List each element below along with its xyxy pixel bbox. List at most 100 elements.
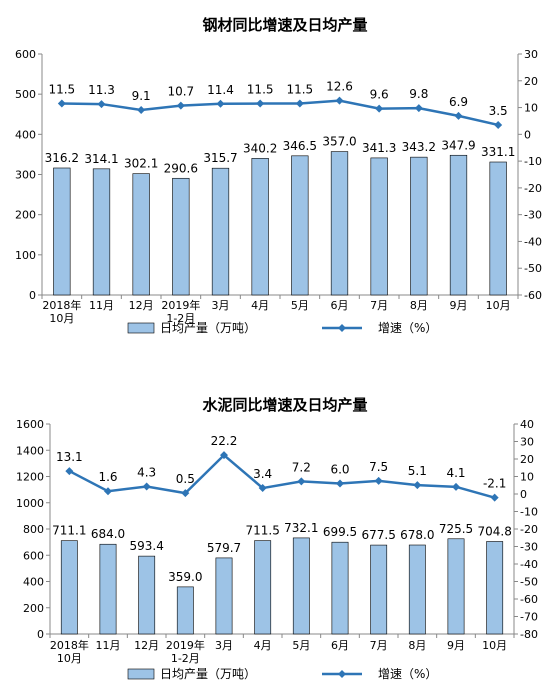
- steel-legend-bar-swatch: [127, 322, 155, 334]
- cement-right-tick-label: 0: [520, 488, 527, 501]
- steel-x-tick-label: 2018年: [42, 298, 81, 312]
- cement-bar-value-label: 677.5: [361, 528, 395, 542]
- steel-growth-point: [494, 120, 503, 129]
- steel-growth-value-label: 3.5: [489, 104, 508, 118]
- steel-bar-value-label: 340.2: [243, 141, 277, 155]
- cement-right-tick-label: 10: [520, 471, 534, 484]
- steel-bar-value-label: 341.3: [362, 141, 396, 155]
- cement-growth-value-label: 3.4: [253, 467, 272, 481]
- steel-bar-value-label: 343.2: [402, 140, 436, 154]
- cement-bar-value-label: 699.5: [323, 525, 357, 539]
- steel-growth-value-label: 9.6: [370, 88, 389, 102]
- steel-left-tick-label: 500: [15, 88, 36, 101]
- steel-right-tick-label: 0: [524, 128, 531, 141]
- cement-bar-value-label: 704.8: [477, 524, 511, 538]
- cement-bar-value-label: 711.1: [52, 524, 86, 538]
- cement-x-tick-label: 4月: [254, 639, 272, 652]
- cement-x-tick-label: 12月: [134, 639, 159, 652]
- cement-chart: 水泥同比增速及日均产量02004006008001000120014001600…: [16, 396, 538, 681]
- steel-growth-point: [216, 99, 225, 108]
- cement-legend-line-label: 增速（%）: [378, 667, 437, 681]
- steel-growth-point: [375, 104, 384, 113]
- cement-bar: [138, 555, 156, 635]
- cement-bar: [408, 544, 426, 635]
- cement-growth-value-label: 5.1: [408, 464, 427, 478]
- cement-left-tick-label: 600: [23, 549, 44, 562]
- cement-bar-value-label: 579.7: [207, 541, 241, 555]
- steel-growth-value-label: 11.4: [207, 83, 234, 97]
- cement-right-tick-label: -10: [520, 506, 538, 519]
- steel-growth-value-label: 6.9: [449, 95, 468, 109]
- steel-right-tick-label: 30: [524, 48, 538, 61]
- steel-growth-value-label: 11.3: [88, 83, 115, 97]
- cement-bar: [176, 586, 194, 635]
- steel-bar: [211, 167, 230, 296]
- steel-x-tick-label: 11月: [89, 299, 114, 312]
- cement-x-tick-label: 10月: [482, 639, 507, 652]
- steel-right-tick-label: -30: [524, 209, 542, 222]
- steel-bar: [489, 161, 507, 296]
- cement-bar-value-label: 711.5: [245, 524, 279, 538]
- cement-growth-value-label: -2.1: [483, 477, 506, 491]
- cement-right-tick-label: -20: [520, 523, 538, 536]
- steel-bar: [291, 155, 309, 296]
- cement-bar: [370, 544, 388, 635]
- steel-bar-value-label: 347.9: [441, 138, 475, 152]
- steel-x-tick-label: 7月: [370, 299, 388, 312]
- cement-growth-value-label: 13.1: [56, 450, 83, 464]
- cement-bar: [254, 540, 272, 635]
- cement-bar-value-label: 593.4: [129, 539, 163, 553]
- cement-right-tick-label: -80: [520, 628, 538, 641]
- cement-growth-point: [413, 481, 422, 490]
- steel-bar-value-label: 315.7: [203, 151, 237, 165]
- cement-growth-point: [374, 476, 383, 485]
- cement-chart-title: 水泥同比增速及日均产量: [202, 396, 367, 414]
- cement-growth-value-label: 1.6: [98, 470, 117, 484]
- steel-bar: [330, 151, 349, 296]
- steel-right-tick-label: 10: [524, 102, 538, 115]
- steel-x-tick-label: 2019年: [161, 298, 200, 312]
- cement-bar-value-label: 732.1: [284, 521, 318, 535]
- cement-bar-value-label: 684.0: [91, 527, 125, 541]
- cement-bar: [215, 557, 233, 635]
- cement-x-tick-label: 6月: [331, 639, 349, 652]
- cement-left-tick-label: 1600: [16, 418, 44, 431]
- cement-bar-value-label: 725.5: [439, 522, 473, 536]
- cement-right-tick-label: 40: [520, 418, 534, 431]
- cement-growth-value-label: 7.5: [369, 460, 388, 474]
- cement-growth-point: [65, 467, 74, 476]
- cement-growth-value-label: 4.1: [446, 466, 465, 480]
- steel-growth-point: [97, 100, 106, 109]
- cement-left-tick-label: 1200: [16, 471, 44, 484]
- steel-bar-value-label: 302.1: [124, 157, 158, 171]
- cement-x-tick-label: 9月: [447, 639, 465, 652]
- steel-x-tick-label: 3月: [212, 299, 230, 312]
- cement-growth-value-label: 4.3: [137, 465, 156, 479]
- steel-bar: [370, 157, 388, 296]
- cement-right-tick-label: -40: [520, 558, 538, 571]
- cement-left-tick-label: 400: [23, 576, 44, 589]
- steel-chart: 钢材同比增速及日均产量0100200300400500600-60-50-40-…: [15, 16, 542, 335]
- cement-growth-point: [490, 493, 499, 502]
- steel-growth-value-label: 9.8: [409, 87, 428, 101]
- steel-growth-point: [295, 99, 304, 108]
- cement-growth-value-label: 6.0: [330, 463, 349, 477]
- cement-x-tick-label: 7月: [370, 639, 388, 652]
- steel-right-tick-label: 20: [524, 75, 538, 88]
- cement-right-tick-label: 30: [520, 436, 534, 449]
- cement-left-tick-label: 800: [23, 523, 44, 536]
- cement-growth-point: [336, 479, 344, 488]
- steel-growth-point: [256, 99, 265, 108]
- steel-right-tick-label: -10: [524, 155, 542, 168]
- steel-growth-point: [57, 99, 66, 108]
- cement-bar: [447, 538, 465, 635]
- cement-x-tick-label: 2019年: [166, 638, 205, 652]
- steel-bar: [410, 156, 428, 296]
- steel-right-tick-label: -40: [524, 235, 542, 248]
- cement-x-tick-label: 11月: [96, 639, 121, 652]
- steel-x-tick-label: 6月: [331, 299, 349, 312]
- steel-bar-value-label: 314.1: [84, 152, 118, 166]
- cement-bar: [99, 543, 117, 635]
- steel-left-tick-label: 200: [15, 209, 36, 222]
